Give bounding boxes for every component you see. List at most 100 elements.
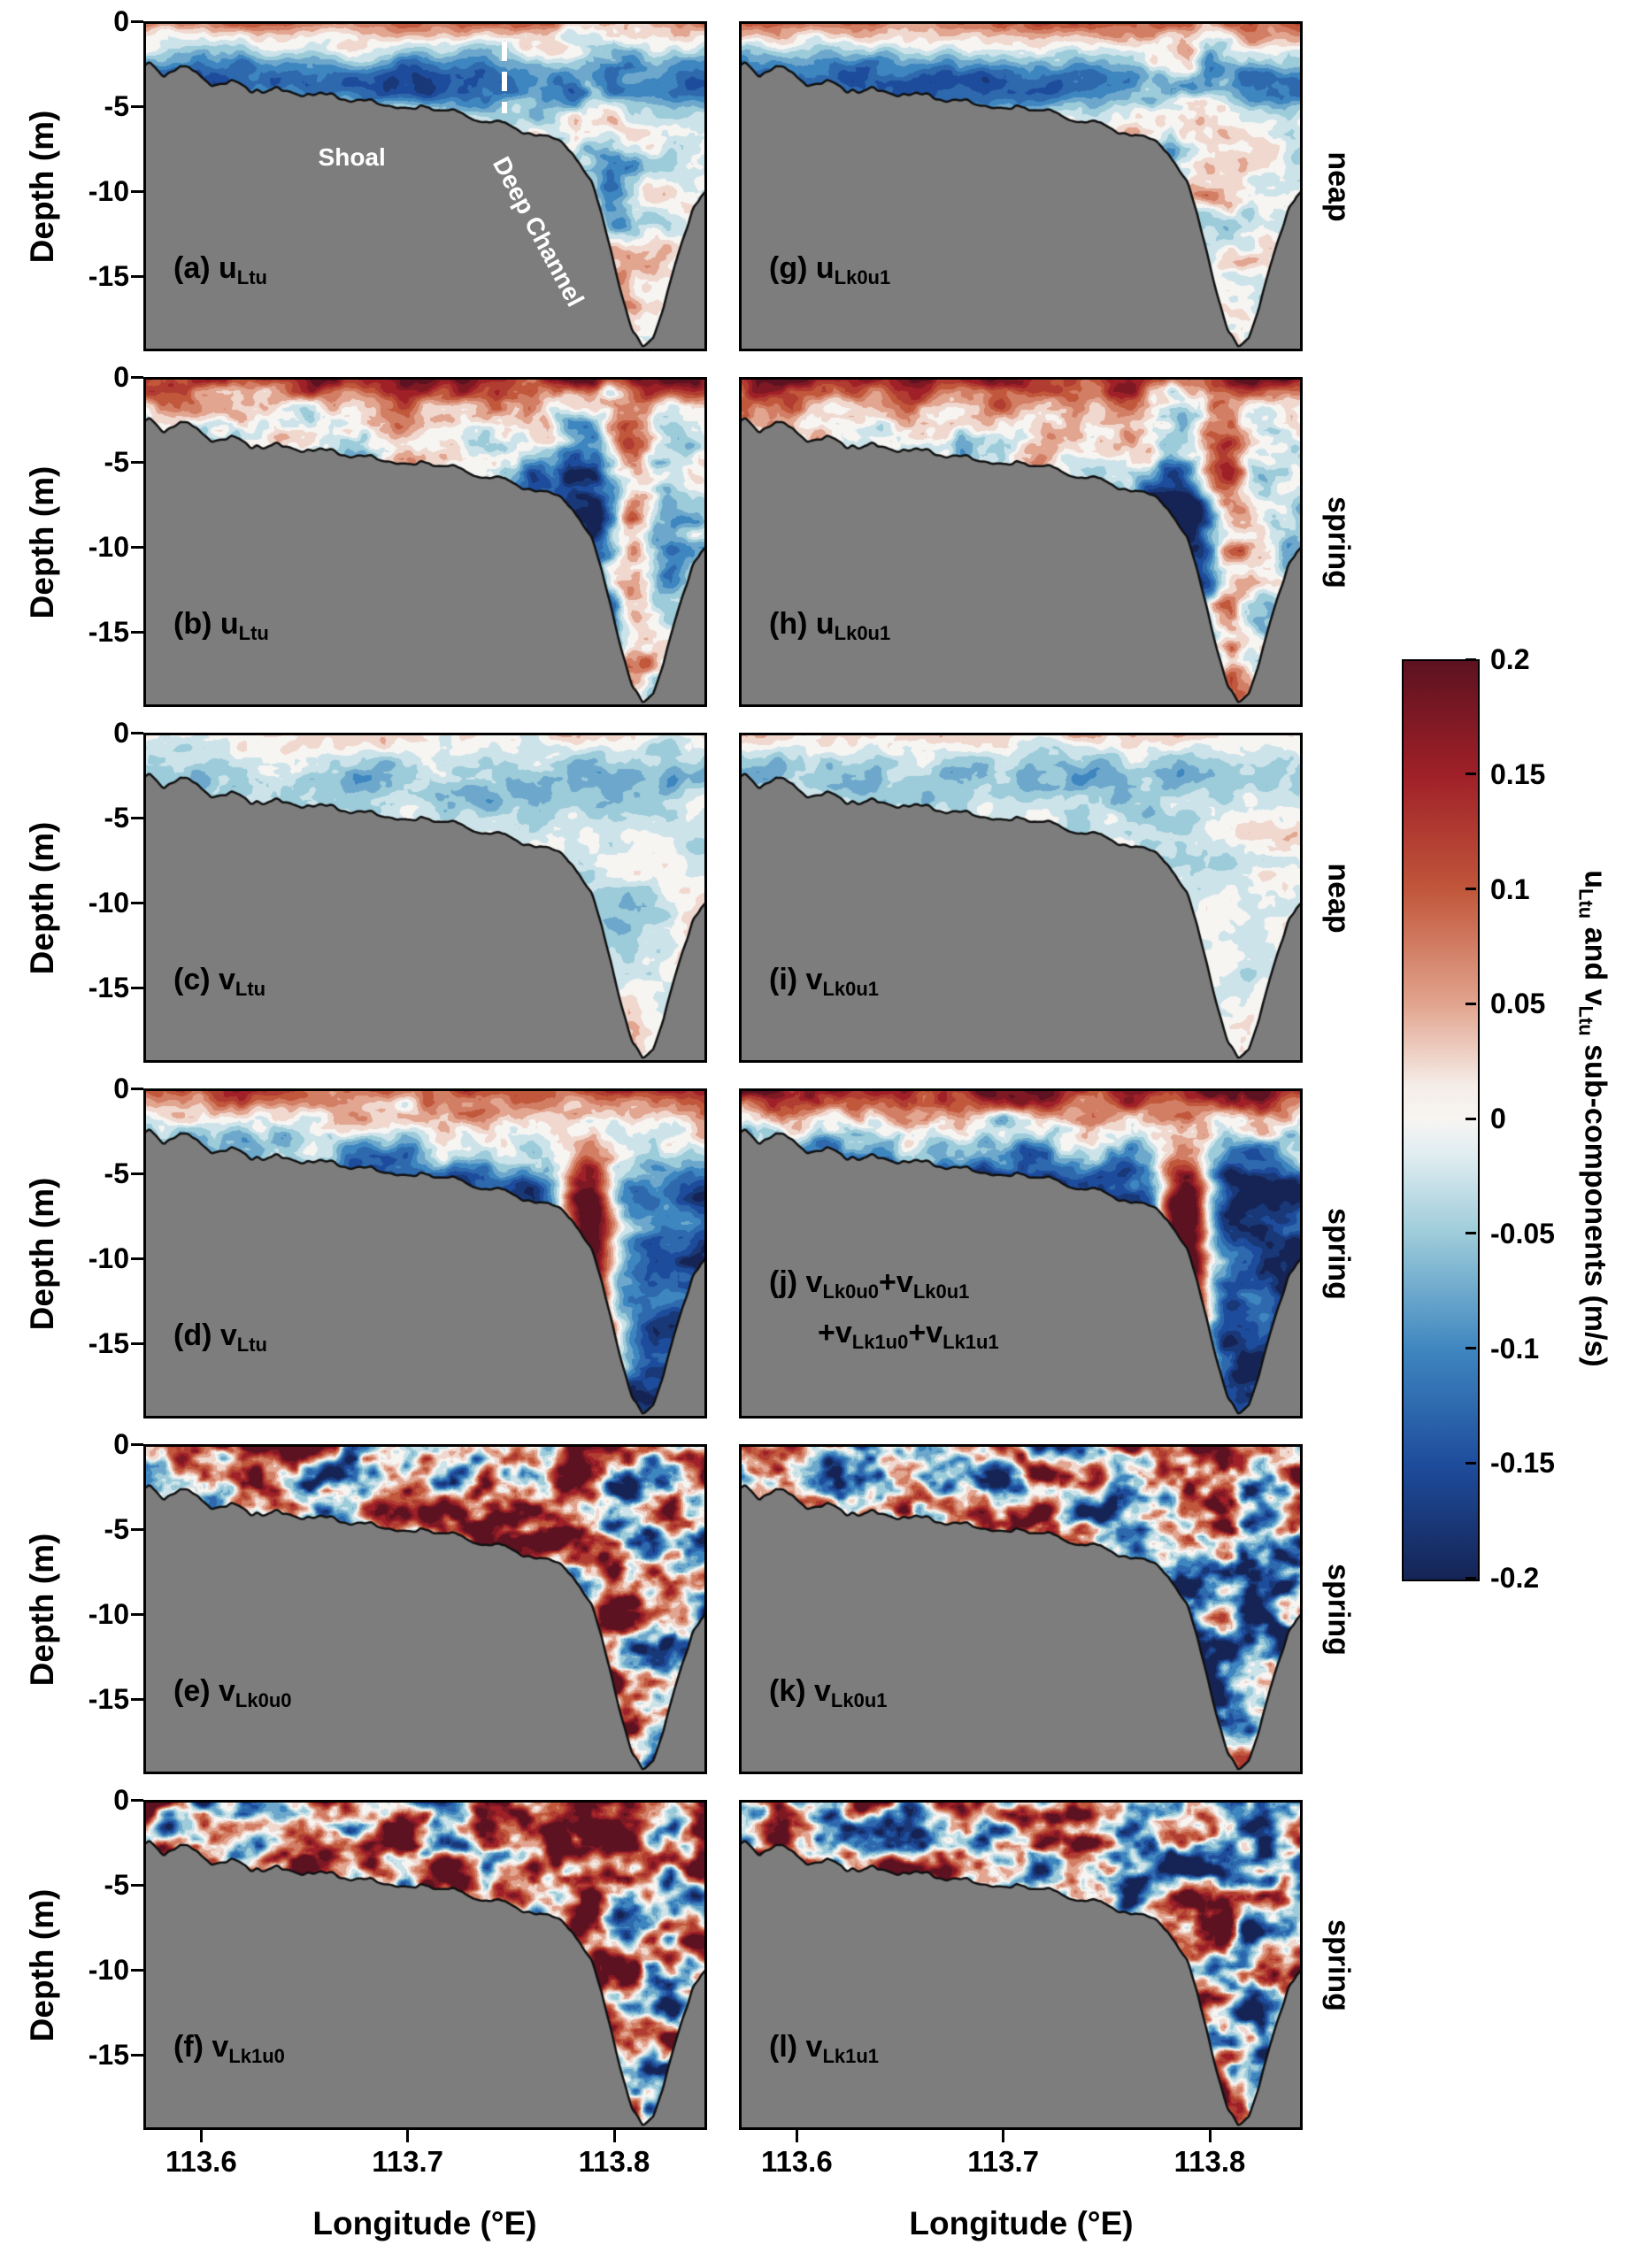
panel-i-label: (i) vLk0u1 [769, 959, 879, 1010]
y-tick-label: -15 [88, 1327, 129, 1360]
colorbar [1402, 659, 1480, 1581]
y-tick-label: -5 [104, 1157, 129, 1190]
x-tick-mark [406, 2130, 410, 2142]
panel-l-label: (l) vLk1u1 [769, 2026, 879, 2077]
colorbar-tick-mark [1466, 1117, 1476, 1120]
panel-l-plot [739, 1800, 1303, 2130]
y-tick-mark [131, 460, 143, 464]
panel-label-subscript: Lk0u0 [235, 1689, 292, 1711]
y-tick-label: 0 [113, 361, 129, 393]
panel-label-subscript: Lk0u0 [822, 1280, 880, 1303]
panel-label-text: (i) v [769, 963, 823, 996]
x-tick-label: 113.8 [578, 2145, 650, 2178]
colorbar-tick-mark [1466, 888, 1476, 890]
panel-label-subscript: Lk1u1 [822, 2045, 880, 2067]
y-tick-mark [131, 1257, 143, 1260]
y-tick-label: -15 [88, 972, 129, 1004]
panel-i: (i) vLk0u1 [739, 733, 1303, 1063]
y-tick-label: -10 [88, 887, 129, 919]
y-tick-mark [131, 816, 143, 819]
colorbar-tick-label: -0.15 [1490, 1447, 1555, 1480]
panel-k-label: (k) vLk0u1 [769, 1671, 888, 1721]
y-tick-mark [131, 375, 143, 379]
panel-d-plot [143, 1088, 707, 1418]
y-tick-mark [131, 1527, 143, 1531]
colorbar-label-part: sub-components (m/s) [1578, 1035, 1612, 1367]
panel-label-subscript: Lk0u1 [834, 622, 891, 644]
panel-g-label: (g) uLk0u1 [769, 248, 890, 298]
x-tick-mark [199, 2130, 203, 2142]
x-tick-label: 113.6 [165, 2145, 237, 2178]
panel-label-text: +v [879, 1265, 913, 1299]
panel-label-text: (b) u [173, 607, 239, 641]
panel-a-label: (a) uLtu [173, 248, 267, 298]
colorbar-tick-label: 0.1 [1490, 873, 1530, 905]
panel-label-text: +v [908, 1316, 943, 1349]
y-tick-mark [131, 1087, 143, 1090]
x-axis-label-right: Longitude (°E) [909, 2205, 1134, 2241]
panel-label-text: (l) v [769, 2030, 823, 2064]
colorbar-label-part: and v [1578, 919, 1612, 1006]
x-tick-label: 113.8 [1173, 2145, 1246, 2178]
panel-label-subscript: Lk0u1 [830, 1689, 888, 1711]
colorbar-label-part: u [1578, 870, 1612, 889]
y-tick-mark [131, 2053, 143, 2057]
panel-h-label: (h) uLk0u1 [769, 604, 890, 654]
colorbar-tick-label: 0.05 [1490, 988, 1546, 1020]
y-tick-label: 0 [113, 1784, 129, 1816]
panel-b: (b) uLtu [143, 377, 707, 707]
panel-d: (d) vLtu [143, 1088, 707, 1418]
panel-label-subscript: Lk1u1 [942, 1331, 999, 1353]
panel-f-label: (f) vLk1u0 [173, 2026, 285, 2077]
panel-label-text: (c) v [173, 963, 235, 996]
y-tick-mark [131, 1697, 143, 1701]
panel-label-text: (k) v [769, 1674, 831, 1708]
y-tick-mark [131, 1442, 143, 1446]
panel-j: (j) vLk0u0+vLk0u1 +vLk1u0+vLk1u1 [739, 1088, 1303, 1418]
y-tick-label: -15 [88, 2039, 129, 2072]
y-tick-mark [131, 1883, 143, 1887]
y-tick-label: -5 [104, 1869, 129, 1902]
colorbar-tick-mark [1466, 1347, 1476, 1349]
y-tick-label: -5 [104, 1513, 129, 1546]
y-tick-mark [131, 1172, 143, 1175]
panel-label-subscript: Ltu [238, 622, 269, 644]
tide-label-row4: spring [1321, 1207, 1356, 1300]
x-tick-mark [1208, 2130, 1212, 2142]
x-tick-mark [795, 2130, 798, 2142]
panel-label-subscript: Lk0u1 [912, 1280, 970, 1303]
panel-l: (l) vLk1u1 [739, 1800, 1303, 2130]
panel-c: (c) vLtu [143, 733, 707, 1063]
panel-c-plot [143, 733, 707, 1063]
y-tick-label: -5 [104, 446, 129, 479]
panel-j-plot [739, 1088, 1303, 1418]
x-tick-label: 113.7 [372, 2145, 444, 2178]
colorbar-tick-mark [1466, 1232, 1476, 1235]
y-tick-label: -15 [88, 616, 129, 649]
y-tick-mark [131, 1798, 143, 1802]
colorbar-tick-label: 0 [1490, 1103, 1506, 1134]
colorbar-tick-label: 0.15 [1490, 757, 1546, 790]
y-tick-label: -5 [104, 802, 129, 834]
y-tick-mark [131, 731, 143, 734]
panel-c-label: (c) vLtu [173, 959, 265, 1010]
tide-label-row2: spring [1321, 496, 1356, 588]
y-tick-mark [131, 901, 143, 904]
panel-d-label: (d) vLtu [173, 1315, 267, 1365]
panel-b-label: (b) uLtu [173, 604, 269, 654]
x-tick-label: 113.7 [967, 2145, 1040, 2178]
tide-label-row3: neap [1321, 862, 1356, 934]
panel-f-plot [143, 1800, 707, 2130]
x-tick-mark [612, 2130, 616, 2142]
panel-label-subscript: Ltu [236, 266, 267, 288]
colorbar-tick-label: -0.2 [1490, 1562, 1540, 1594]
y-tick-mark [131, 1612, 143, 1616]
y-tick-label: 0 [113, 5, 129, 37]
y-tick-label: -15 [88, 1683, 129, 1716]
panel-label-text: (h) u [769, 607, 835, 641]
panel-e-plot [143, 1444, 707, 1774]
y-tick-mark [131, 986, 143, 989]
y-tick-mark [131, 274, 143, 278]
